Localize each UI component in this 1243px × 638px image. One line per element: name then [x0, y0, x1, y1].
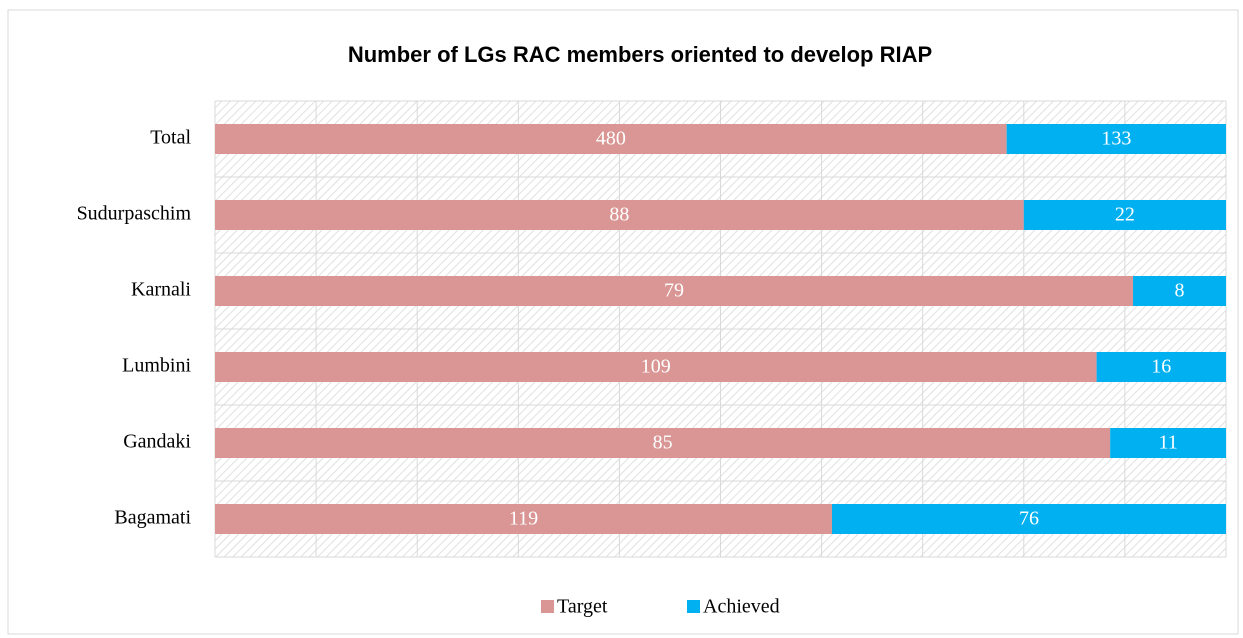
- bar: [1110, 428, 1226, 458]
- y-tick-label: Bagamati: [114, 507, 191, 529]
- data-label: 85: [653, 432, 673, 454]
- bar: [215, 200, 1024, 230]
- data-label: 11: [1158, 432, 1177, 454]
- y-tick-label: Lumbini: [122, 355, 191, 377]
- legend-label: Target: [557, 596, 608, 618]
- y-tick-label: Sudurpaschim: [77, 203, 192, 225]
- bar: [831, 504, 1226, 534]
- legend-swatch: [541, 600, 554, 613]
- bar: [215, 276, 1134, 306]
- bar: [215, 428, 1111, 458]
- data-label: 88: [609, 204, 629, 226]
- data-label: 480: [596, 128, 626, 150]
- bar: [1133, 276, 1226, 306]
- bar: [215, 124, 1007, 154]
- bar: [215, 352, 1097, 382]
- data-label: 22: [1115, 204, 1135, 226]
- legend-swatch: [687, 600, 700, 613]
- y-tick-label: Gandaki: [123, 431, 191, 453]
- legend-label: Achieved: [703, 596, 780, 618]
- chart-title: Number of LGs RAC members oriented to de…: [348, 42, 932, 67]
- data-label: 133: [1101, 128, 1131, 150]
- data-label: 79: [664, 280, 684, 302]
- bar: [1006, 124, 1226, 154]
- y-tick-label: Total: [150, 127, 191, 149]
- bar: [1023, 200, 1226, 230]
- data-label: 119: [509, 508, 538, 530]
- data-label: 8: [1175, 280, 1185, 302]
- data-label: 109: [641, 356, 671, 378]
- bar: [1096, 352, 1226, 382]
- y-tick-label: Karnali: [131, 279, 191, 301]
- data-label: 76: [1019, 508, 1039, 530]
- bar: [215, 504, 832, 534]
- data-label: 16: [1151, 356, 1171, 378]
